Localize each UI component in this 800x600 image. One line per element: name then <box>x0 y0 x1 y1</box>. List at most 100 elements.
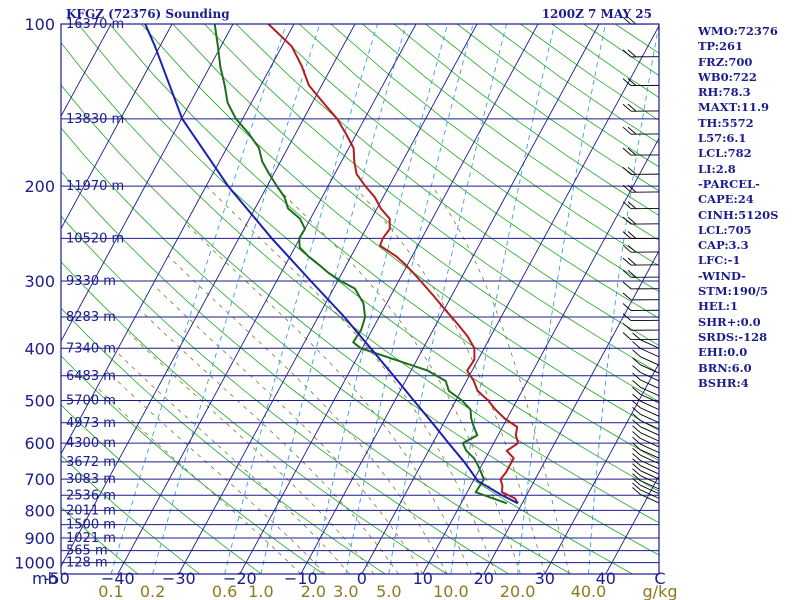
wind-barb-flag <box>622 281 632 290</box>
wind-barb <box>640 475 660 485</box>
wind-barb-flag <box>632 463 641 472</box>
wind-barb <box>640 494 660 504</box>
index-item: BSHR:4 <box>698 375 749 390</box>
temperature-tick-label: −40 <box>101 569 135 588</box>
pressure-tick-label: 200 <box>24 177 55 196</box>
wind-barb <box>640 339 660 349</box>
wind-barb-flag <box>632 425 641 434</box>
isotherm--80 <box>61 24 173 230</box>
index-item: LCL:782 <box>698 146 752 161</box>
isotherm-30 <box>544 362 659 574</box>
dry-adiabat <box>61 355 324 574</box>
dry-adiabat <box>140 24 659 432</box>
height-label: 8283 m <box>66 310 116 325</box>
dry-adiabat <box>298 24 659 293</box>
dry-adiabat <box>61 84 659 556</box>
index-item: TP:261 <box>698 39 744 54</box>
wind-barb-flag <box>627 166 637 175</box>
mixing-ratio-label: 40.0 <box>571 582 607 600</box>
index-item: CAPE:24 <box>698 192 754 207</box>
dry-adiabat <box>172 24 659 403</box>
wind-barb-flag <box>632 406 641 415</box>
pressure-tick-label: 100 <box>24 15 55 34</box>
wind-barb-flag <box>632 332 641 341</box>
mixing-ratio-line <box>260 24 407 574</box>
wind-barb <box>640 454 660 465</box>
dry-adiabat <box>77 24 659 492</box>
pressure-tick-label: 900 <box>24 529 55 548</box>
dry-adiabat <box>61 404 262 574</box>
mixing-ratio-line <box>450 24 555 574</box>
wind-barb-flag <box>622 126 632 135</box>
mixing-ratio-line <box>224 24 378 574</box>
wind-barb <box>640 393 660 404</box>
mixing-ratio-label: 0.6 <box>212 582 237 600</box>
wind-barb <box>640 426 660 436</box>
height-label: 128 m <box>66 556 108 571</box>
index-item: L57:6.1 <box>698 131 747 146</box>
height-label: 1500 m <box>66 518 116 533</box>
dewpoint-trace <box>213 24 508 505</box>
wind-barb-flag <box>627 201 637 209</box>
wind-barb <box>640 484 660 495</box>
wind-barb-flag <box>632 442 641 451</box>
mixing-ratio-label: 20.0 <box>500 582 536 600</box>
isotherm--40 <box>117 24 417 574</box>
index-item: BRN:6.0 <box>698 360 752 375</box>
mixing-ratio-line <box>388 24 507 574</box>
index-item: WB0:722 <box>698 69 757 84</box>
temperature-tick-label: 10 <box>413 569 433 588</box>
wind-barb-flag <box>622 216 632 225</box>
index-item: LI:2.8 <box>698 161 736 176</box>
moist-adiabat <box>274 185 521 574</box>
wind-barb-flag <box>622 257 632 266</box>
moist-adiabat <box>97 388 302 574</box>
index-item: RH:78.3 <box>698 85 751 100</box>
wind-barb-flag <box>622 103 632 112</box>
wind-barb <box>640 489 660 499</box>
height-label: 3083 m <box>66 472 116 487</box>
chart-title: KFGZ (72376) Sounding <box>66 7 230 21</box>
wind-barb <box>640 400 660 411</box>
wind-barb-flag <box>632 487 641 495</box>
wind-barb <box>640 460 660 470</box>
wind-barbs <box>622 16 660 504</box>
wind-barb-flag <box>622 244 632 253</box>
height-label: 11970 m <box>66 179 124 194</box>
wind-barb-flag <box>632 413 641 421</box>
wind-barb-flag <box>632 387 641 395</box>
height-label: 2536 m <box>66 488 116 503</box>
dry-adiabat <box>61 454 200 574</box>
wind-barb-flag <box>627 244 637 253</box>
mixing-ratio-line <box>345 24 474 574</box>
plot-frame <box>60 23 660 575</box>
wind-barb <box>640 443 660 454</box>
index-item: HEL:1 <box>698 299 738 314</box>
dry-adiabat <box>61 127 633 574</box>
moist-adiabat <box>128 332 375 574</box>
wind-barb-flag <box>622 313 632 321</box>
pressure-tick-label: 600 <box>24 434 55 453</box>
wind-barb-flag <box>622 292 632 301</box>
mixing-ratio-lines <box>110 24 659 574</box>
wind-barb-flag <box>627 147 637 156</box>
isotherm--60 <box>61 24 295 455</box>
mixing-ratio-line <box>588 24 659 574</box>
pressure-tick-label: 700 <box>24 470 55 489</box>
wind-barb-flag <box>627 257 637 266</box>
wind-barb <box>640 348 660 358</box>
wind-barb-flag <box>632 400 641 409</box>
wind-barb-flag <box>627 126 637 135</box>
moist-adiabat <box>118 353 350 574</box>
wind-barb-flag <box>622 147 632 156</box>
wind-barb-flag <box>622 78 632 86</box>
pressure-tick-label: 800 <box>24 501 55 520</box>
isotherm-0 <box>361 24 659 574</box>
temperature-tick-label: 0 <box>357 569 367 588</box>
wind-barb-flag <box>632 357 641 366</box>
dry-adiabats <box>61 24 659 574</box>
isotherm--50 <box>61 24 356 568</box>
wind-barb-flag <box>622 322 632 331</box>
wind-barb-flag <box>622 16 632 25</box>
